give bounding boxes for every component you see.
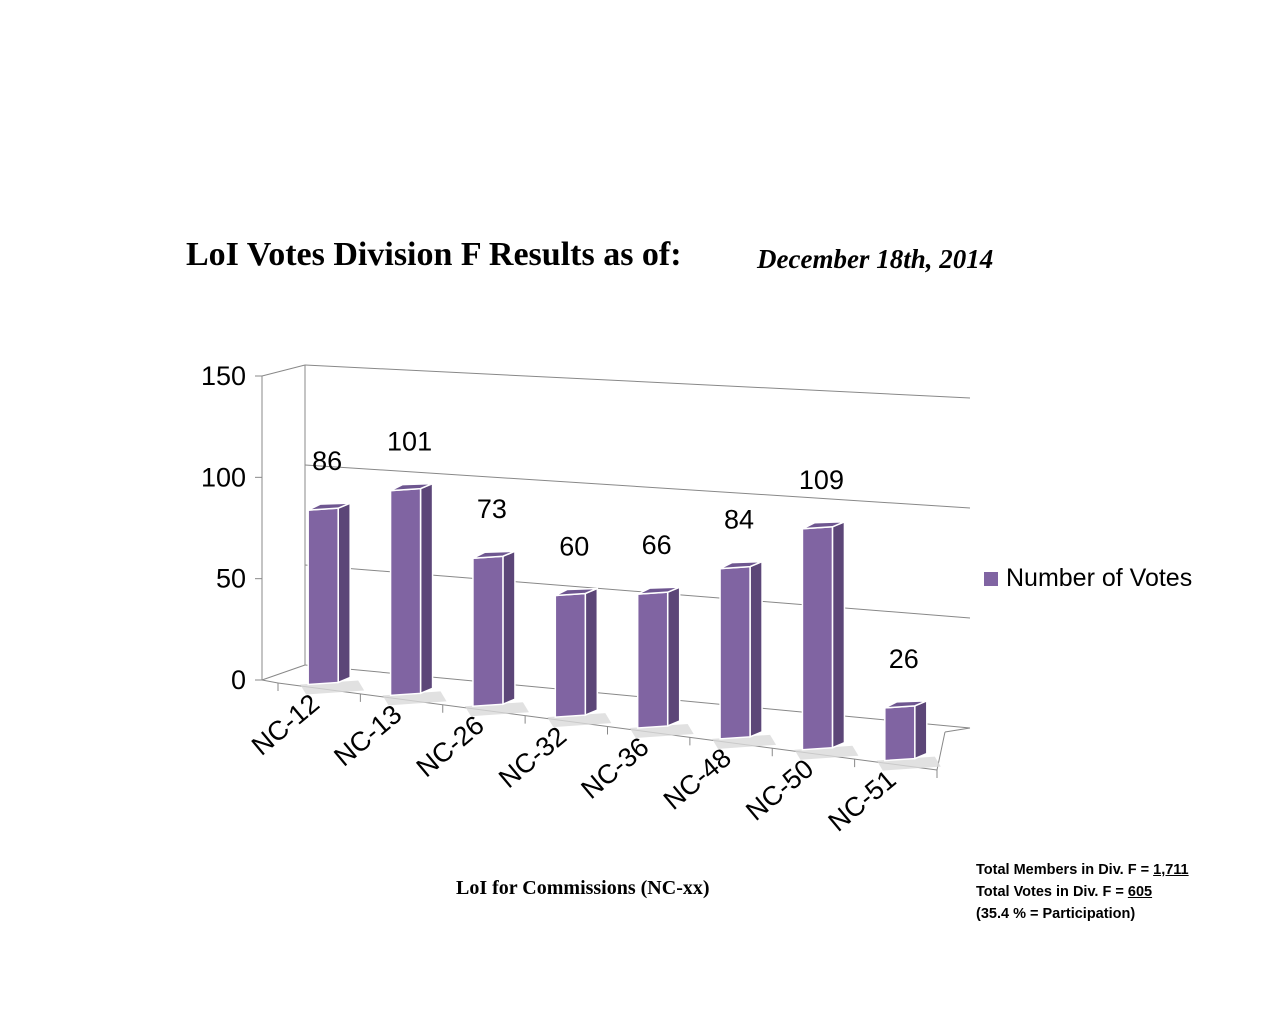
bar-side <box>749 560 763 738</box>
y-tick-label: 100 <box>201 462 246 492</box>
gridline <box>304 464 971 509</box>
legend-label: Number of Votes <box>1006 564 1193 592</box>
y-tick-label: 50 <box>216 564 246 594</box>
bar <box>554 592 587 718</box>
bar-top <box>884 700 928 709</box>
x-tick-label: NC-12 <box>246 688 325 761</box>
data-label: 73 <box>477 494 507 524</box>
wall-bottom-edge <box>261 664 306 681</box>
total-members-line: Total Members in Div. F = 1,711 <box>976 859 1189 881</box>
data-label: 66 <box>642 530 672 560</box>
bar <box>307 507 339 686</box>
data-label: 101 <box>387 427 432 457</box>
x-tick-label: NC-51 <box>823 764 902 837</box>
chart-date: December 18th, 2014 <box>757 244 994 274</box>
bar-top <box>390 482 433 492</box>
data-label: 109 <box>799 465 844 495</box>
total-members-label: Total Members in Div. F = <box>976 862 1154 878</box>
total-votes-label: Total Votes in Div. F = <box>976 884 1128 900</box>
x-tick-label: NC-13 <box>328 699 407 772</box>
bar-top <box>802 521 845 530</box>
x-tick-label: NC-36 <box>575 732 654 805</box>
legend: Number of Votes <box>984 564 1192 593</box>
participation-line: (35.4 % = Participation) <box>976 906 1136 922</box>
total-members-value: 1,711 <box>1153 862 1189 878</box>
bar <box>884 705 916 762</box>
bar <box>389 487 422 697</box>
y-tick-label: 150 <box>201 361 246 391</box>
bar-top <box>554 587 598 597</box>
bar-side <box>584 587 599 717</box>
x-tick-label: NC-32 <box>493 721 572 794</box>
x-axis-label: LoI for Commissions (NC-xx) <box>456 877 710 899</box>
bar-side <box>914 699 928 760</box>
floor-left-edge <box>261 679 279 684</box>
x-tick-label: NC-48 <box>658 742 737 815</box>
bar-side <box>337 502 351 684</box>
floor-right-edge <box>944 727 971 733</box>
x-tick-label: NC-26 <box>411 710 490 783</box>
participation-notes: Total Members in Div. F = 1,711 Total Vo… <box>976 859 1189 925</box>
bar <box>801 525 834 751</box>
chart-bars <box>307 482 928 762</box>
legend-swatch <box>984 571 998 586</box>
data-label: 26 <box>889 644 919 674</box>
chart-title: LoI Votes Division F Results as of: <box>186 236 682 273</box>
total-votes-line: Total Votes in Div. F = 605 <box>976 881 1189 903</box>
bar-top <box>637 586 680 595</box>
bar-side <box>419 482 434 695</box>
bar <box>719 565 751 740</box>
gridline <box>304 364 971 399</box>
bar-top <box>719 560 763 570</box>
bar-top <box>472 550 516 559</box>
y-tick-label: 0 <box>231 665 246 695</box>
wall-top-edge <box>261 364 306 377</box>
chart-grid <box>255 364 971 778</box>
bar <box>472 555 504 707</box>
bar-top <box>307 502 351 511</box>
x-tick-label: NC-50 <box>740 753 819 826</box>
bar <box>636 591 669 729</box>
bar-side <box>502 550 516 706</box>
data-label: 86 <box>312 446 342 476</box>
bar-side <box>831 520 846 749</box>
total-votes-value: 605 <box>1127 884 1153 900</box>
bar-side <box>666 586 681 728</box>
data-label: 60 <box>559 531 589 561</box>
data-label: 84 <box>724 505 754 535</box>
